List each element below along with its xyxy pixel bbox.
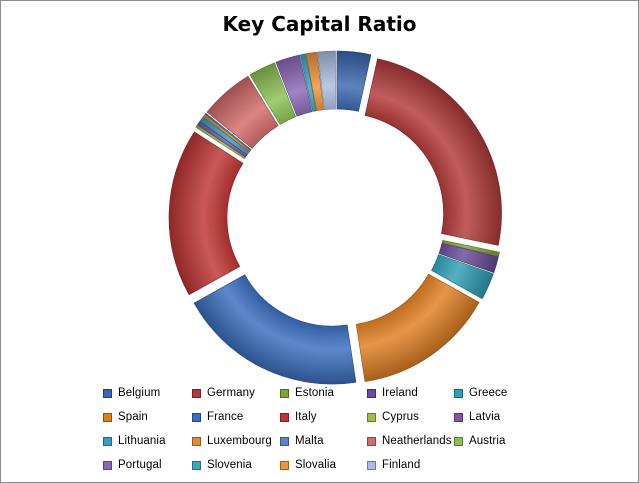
legend-item-finland: Finland: [367, 456, 454, 474]
legend-swatch: [454, 436, 463, 446]
legend-label: Slovalia: [295, 459, 337, 471]
legend-item-italy: Italy: [280, 408, 367, 426]
slice-belgium: [336, 50, 372, 112]
legend-label: France: [207, 411, 244, 423]
slice-neatherlands: [206, 75, 279, 149]
legend-swatch: [367, 436, 376, 446]
legend-item-slovenia: Slovenia: [192, 456, 280, 474]
chart-title: Key Capital Ratio: [222, 12, 417, 36]
legend-item-neatherlands: Neatherlands: [367, 432, 454, 450]
legend-swatch: [192, 388, 201, 398]
legend-item-germany: Germany: [192, 384, 280, 402]
legend-label: Estonia: [295, 387, 335, 399]
legend-swatch: [280, 388, 289, 398]
legend-label: Cyprus: [382, 411, 420, 423]
legend-item-slovalia: Slovalia: [280, 456, 367, 474]
legend-item-estonia: Estonia: [280, 384, 367, 402]
legend-swatch: [103, 412, 112, 422]
legend-swatch: [280, 412, 289, 422]
slice-germany: [364, 58, 502, 246]
legend-swatch: [192, 460, 201, 470]
legend-label: Spain: [118, 411, 148, 423]
legend-swatch: [367, 388, 376, 398]
slice-estonia: [441, 240, 500, 257]
legend-swatch: [103, 460, 112, 470]
slice-greece: [431, 254, 494, 300]
legend-item-lithuania: Lithuania: [103, 432, 192, 450]
legend-item-latvia: Latvia: [454, 408, 524, 426]
legend-label: Malta: [295, 435, 324, 447]
legend-swatch: [454, 412, 463, 422]
legend-label: Belgium: [118, 387, 161, 399]
legend-swatch: [103, 388, 112, 398]
legend-label: Italy: [295, 411, 317, 423]
legend-label: Slovenia: [207, 459, 252, 471]
slice-slovenia: [299, 53, 317, 112]
slice-ireland: [438, 243, 499, 273]
slice-france: [193, 274, 357, 385]
legend-label: Latvia: [469, 411, 501, 423]
slice-slovalia: [305, 51, 324, 112]
slice-finland: [317, 50, 336, 110]
legend-label: Austria: [469, 435, 506, 447]
legend-swatch: [454, 388, 463, 398]
legend: Belgium Germany Estonia Ireland Greece Spain F…: [103, 384, 523, 474]
legend-swatch: [192, 436, 201, 446]
slice-spain: [355, 273, 480, 382]
legend-label: Greece: [469, 387, 508, 399]
legend-swatch: [367, 460, 376, 470]
legend-item-belgium: Belgium: [103, 384, 192, 402]
legend-item-malta: Malta: [280, 432, 367, 450]
legend-item-france: France: [192, 408, 280, 426]
legend-item-ireland: Ireland: [367, 384, 454, 402]
slice-italy: [168, 131, 244, 296]
legend-swatch: [103, 436, 112, 446]
legend-swatch: [367, 412, 376, 422]
legend-swatch: [192, 412, 201, 422]
legend-label: Ireland: [382, 387, 418, 399]
legend-item-austria: Austria: [454, 432, 524, 450]
legend-label: Germany: [207, 387, 255, 399]
legend-item-portugal: Portugal: [103, 456, 192, 474]
slice-austria: [249, 62, 296, 125]
legend-item-greece: Greece: [454, 384, 524, 402]
legend-label: Neatherlands: [382, 435, 452, 447]
slice-portugal: [275, 54, 313, 117]
legend-swatch: [280, 436, 289, 446]
legend-item-luxembourg: Luxembourg: [192, 432, 280, 450]
legend-label: Luxembourg: [207, 435, 272, 447]
legend-item-spain: Spain: [103, 408, 192, 426]
slice-malta: [204, 112, 252, 151]
legend-label: Lithuania: [118, 435, 166, 447]
legend-item-cyprus: Cyprus: [367, 408, 454, 426]
legend-label: Finland: [382, 459, 421, 471]
legend-label: Portugal: [118, 459, 162, 471]
legend-swatch: [280, 460, 289, 470]
